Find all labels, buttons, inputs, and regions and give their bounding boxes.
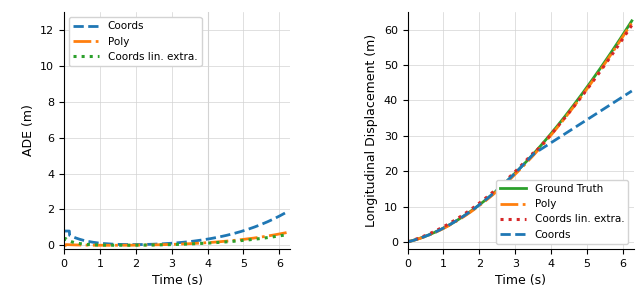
Coords	[547, 141, 554, 145]
Poly	[60, 244, 68, 247]
Coords lin. extra.	[534, 148, 541, 151]
Coords lin. extra.	[60, 237, 68, 240]
Ground Truth	[547, 133, 554, 136]
Coords	[191, 239, 198, 243]
Poly	[628, 21, 636, 25]
Coords	[74, 237, 81, 241]
Poly	[190, 242, 198, 245]
Coords lin. extra.	[597, 69, 605, 73]
Coords	[417, 236, 425, 240]
Line: Coords: Coords	[64, 211, 288, 244]
Ground Truth	[597, 66, 605, 70]
Poly	[203, 241, 211, 244]
Poly	[417, 236, 425, 240]
Ground Truth	[574, 98, 582, 102]
Coords	[540, 146, 548, 149]
Legend: Ground Truth, Poly, Coords lin. extra., Coords: Ground Truth, Poly, Coords lin. extra., …	[496, 180, 628, 244]
Coords lin. extra.	[417, 236, 425, 239]
Coords	[284, 209, 292, 213]
Coords	[253, 224, 261, 228]
Poly	[196, 241, 204, 245]
Poly	[284, 230, 292, 234]
Poly	[597, 68, 605, 71]
Coords lin. extra.	[191, 242, 198, 246]
Coords lin. extra.	[74, 242, 81, 245]
Poly	[534, 148, 541, 152]
Ground Truth	[417, 236, 425, 240]
X-axis label: Time (s): Time (s)	[495, 274, 546, 287]
Line: Coords lin. extra.: Coords lin. extra.	[64, 235, 288, 245]
Coords lin. extra.	[204, 241, 211, 245]
Poly	[540, 142, 548, 146]
Line: Coords lin. extra.: Coords lin. extra.	[408, 25, 632, 242]
Coords	[404, 240, 412, 244]
Y-axis label: ADE (m): ADE (m)	[22, 105, 35, 156]
Poly	[253, 236, 261, 239]
Poly	[230, 238, 238, 242]
Coords lin. extra.	[574, 100, 582, 103]
Y-axis label: Longitudinal Displacement (m): Longitudinal Displacement (m)	[365, 34, 378, 227]
Coords	[196, 238, 204, 242]
Coords lin. extra.	[116, 244, 124, 247]
Coords lin. extra.	[547, 133, 554, 137]
Coords lin. extra.	[404, 240, 412, 244]
Coords	[60, 229, 68, 233]
Coords lin. extra.	[540, 141, 548, 145]
Coords	[628, 89, 636, 93]
Coords lin. extra.	[253, 237, 261, 241]
Coords lin. extra.	[284, 233, 292, 236]
Coords	[597, 109, 605, 113]
Ground Truth	[534, 147, 541, 151]
Coords lin. extra.	[196, 242, 204, 245]
X-axis label: Time (s): Time (s)	[152, 274, 202, 287]
Coords	[204, 237, 211, 241]
Legend: Coords, Poly, Coords lin. extra.: Coords, Poly, Coords lin. extra.	[69, 17, 202, 66]
Poly	[574, 100, 582, 103]
Coords lin. extra.	[230, 239, 238, 243]
Coords lin. extra.	[628, 23, 636, 27]
Line: Poly: Poly	[64, 232, 288, 245]
Poly	[74, 243, 81, 247]
Coords	[534, 149, 541, 153]
Line: Coords: Coords	[408, 91, 632, 242]
Coords	[574, 124, 582, 128]
Ground Truth	[404, 240, 412, 244]
Ground Truth	[628, 19, 636, 22]
Line: Ground Truth: Ground Truth	[408, 21, 632, 242]
Coords	[129, 243, 137, 246]
Line: Poly: Poly	[408, 23, 632, 242]
Ground Truth	[540, 140, 548, 144]
Coords	[230, 232, 238, 235]
Poly	[547, 134, 554, 138]
Poly	[404, 240, 412, 244]
